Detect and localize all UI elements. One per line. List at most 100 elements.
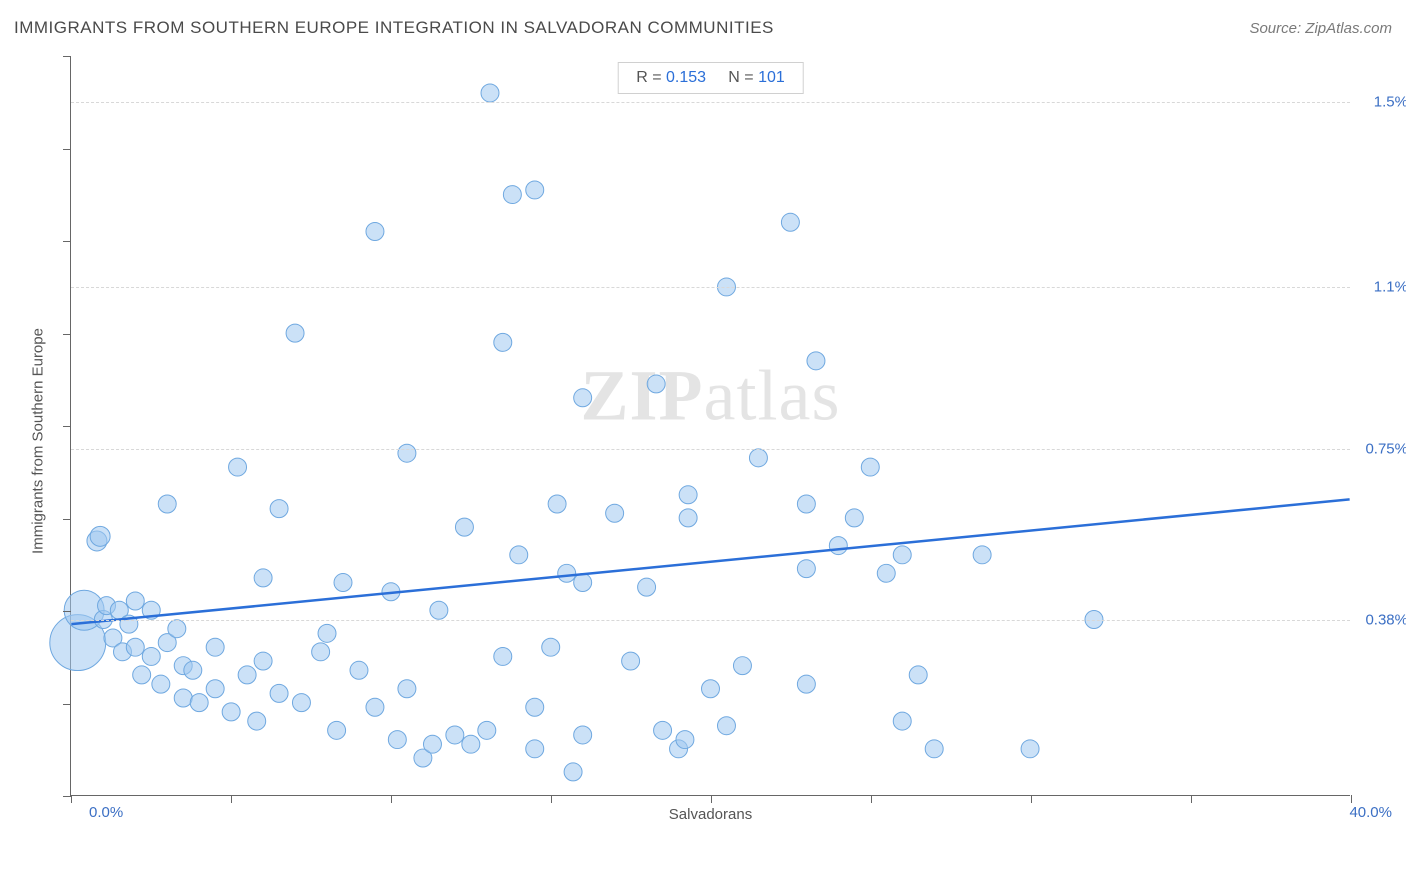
- scatter-point: [446, 726, 464, 744]
- scatter-point: [973, 546, 991, 564]
- ytick-label: 1.5%: [1374, 94, 1406, 111]
- chart-source: Source: ZipAtlas.com: [1249, 20, 1392, 37]
- scatter-point: [494, 647, 512, 665]
- xtick: [71, 795, 72, 803]
- scatter-point: [717, 717, 735, 735]
- ytick: [63, 241, 71, 242]
- scatter-point: [781, 213, 799, 231]
- xtick: [871, 795, 872, 803]
- xtick: [231, 795, 232, 803]
- scatter-point: [398, 444, 416, 462]
- x-axis-label: Salvadorans: [669, 806, 752, 823]
- scatter-point: [90, 526, 110, 546]
- scatter-point: [481, 84, 499, 102]
- scatter-point: [542, 638, 560, 656]
- scatter-point: [423, 735, 441, 753]
- ytick: [63, 611, 71, 612]
- scatter-point: [430, 601, 448, 619]
- scatter-point: [622, 652, 640, 670]
- xtick: [551, 795, 552, 803]
- scatter-point: [126, 638, 144, 656]
- scatter-point: [893, 546, 911, 564]
- xtick: [1351, 795, 1352, 803]
- ytick: [63, 334, 71, 335]
- scatter-point: [462, 735, 480, 753]
- scatter-point: [142, 647, 160, 665]
- ytick-label: 0.75%: [1365, 441, 1406, 458]
- ytick: [63, 426, 71, 427]
- scatter-point: [388, 731, 406, 749]
- scatter-point: [328, 721, 346, 739]
- scatter-point: [797, 675, 815, 693]
- scatter-point: [526, 740, 544, 758]
- scatter-point: [222, 703, 240, 721]
- trend-line: [71, 499, 1349, 624]
- scatter-point: [733, 657, 751, 675]
- gridline: [71, 620, 1350, 621]
- scatter-point: [318, 624, 336, 642]
- scatter-point: [679, 486, 697, 504]
- scatter-point: [350, 661, 368, 679]
- ytick: [63, 519, 71, 520]
- scatter-point: [270, 500, 288, 518]
- ytick: [63, 796, 71, 797]
- scatter-point: [797, 495, 815, 513]
- scatter-point: [158, 495, 176, 513]
- scatter-point: [366, 223, 384, 241]
- scatter-point: [676, 731, 694, 749]
- scatter-point: [574, 726, 592, 744]
- scatter-point: [366, 698, 384, 716]
- scatter-point: [254, 652, 272, 670]
- scatter-point: [455, 518, 473, 536]
- header: IMMIGRANTS FROM SOUTHERN EUROPE INTEGRAT…: [14, 18, 1392, 38]
- scatter-point: [184, 661, 202, 679]
- scatter-point: [168, 620, 186, 638]
- scatter-point: [845, 509, 863, 527]
- scatter-point: [909, 666, 927, 684]
- chart-title: IMMIGRANTS FROM SOUTHERN EUROPE INTEGRAT…: [14, 18, 774, 38]
- scatter-point: [829, 537, 847, 555]
- scatter-point: [478, 721, 496, 739]
- scatter-point: [206, 638, 224, 656]
- xtick: [1031, 795, 1032, 803]
- scatter-point: [647, 375, 665, 393]
- scatter-svg: [71, 56, 1350, 795]
- scatter-point: [548, 495, 566, 513]
- gridline: [71, 449, 1350, 450]
- scatter-point: [925, 740, 943, 758]
- xtick: [391, 795, 392, 803]
- scatter-point: [749, 449, 767, 467]
- scatter-point: [334, 574, 352, 592]
- scatter-point: [270, 684, 288, 702]
- scatter-point: [797, 560, 815, 578]
- scatter-point: [152, 675, 170, 693]
- scatter-point: [558, 564, 576, 582]
- scatter-point: [510, 546, 528, 564]
- xtick: [711, 795, 712, 803]
- gridline: [71, 102, 1350, 103]
- scatter-point: [893, 712, 911, 730]
- scatter-point: [292, 694, 310, 712]
- scatter-point: [638, 578, 656, 596]
- scatter-point: [206, 680, 224, 698]
- scatter-point: [526, 698, 544, 716]
- scatter-point: [133, 666, 151, 684]
- scatter-point: [702, 680, 720, 698]
- ytick: [63, 704, 71, 705]
- scatter-point: [238, 666, 256, 684]
- ytick: [63, 149, 71, 150]
- y-axis-label: Immigrants from Southern Europe: [30, 328, 47, 554]
- ytick: [63, 56, 71, 57]
- scatter-point: [398, 680, 416, 698]
- scatter-point: [494, 333, 512, 351]
- plot-area: R = 0.153 N = 101 ZIPatlas Salvadorans 0…: [70, 56, 1350, 796]
- scatter-point: [190, 694, 208, 712]
- scatter-point: [312, 643, 330, 661]
- scatter-point: [574, 574, 592, 592]
- scatter-point: [286, 324, 304, 342]
- gridline: [71, 287, 1350, 288]
- scatter-point: [877, 564, 895, 582]
- scatter-point: [1021, 740, 1039, 758]
- chart-container: Immigrants from Southern Europe R = 0.15…: [50, 56, 1350, 826]
- scatter-point: [174, 689, 192, 707]
